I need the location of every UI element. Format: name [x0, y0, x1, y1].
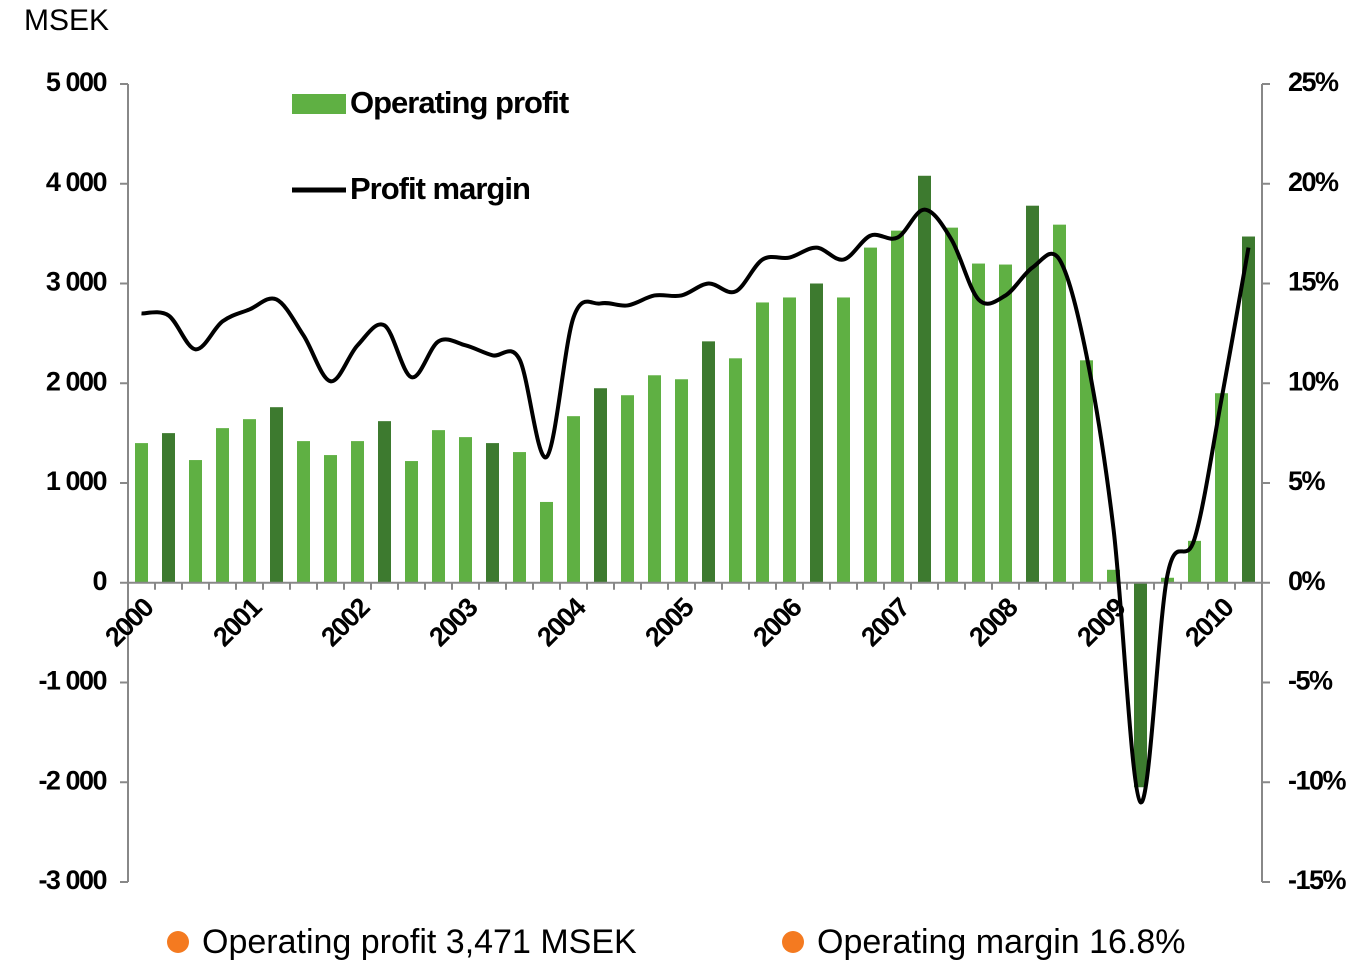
y-tick-label: 2 000	[46, 366, 107, 396]
bar	[324, 455, 337, 583]
bar	[378, 421, 391, 583]
margin-line	[141, 207, 1251, 805]
x-tick-label: 2006	[747, 592, 807, 652]
x-tick-label: 2008	[963, 592, 1023, 652]
bar	[1053, 224, 1066, 583]
y-tick-label: 5 000	[46, 67, 107, 97]
y2-tick-label: -10%	[1288, 765, 1347, 795]
bar	[972, 263, 985, 583]
legend-label: Operating profit	[350, 85, 569, 120]
bar	[1188, 540, 1201, 583]
bar	[783, 297, 796, 583]
bar	[1080, 360, 1093, 583]
y-tick-label: -3 000	[38, 865, 106, 895]
note: Operating margin 16.8%	[817, 923, 1186, 961]
bar	[135, 443, 148, 583]
bar	[162, 433, 175, 583]
y-tick-label: 4 000	[46, 167, 107, 197]
y-axis-label: MSEK	[24, 4, 109, 37]
bar	[918, 175, 931, 583]
legend-swatch	[292, 94, 346, 114]
bar	[621, 395, 634, 583]
bar	[351, 441, 364, 583]
y-tick-label: 0	[92, 566, 106, 596]
bar	[270, 407, 283, 583]
bar	[756, 302, 769, 583]
y2-tick-label: 25%	[1288, 67, 1339, 97]
bar	[999, 264, 1012, 583]
y-tick-label: 1 000	[46, 466, 107, 496]
bar	[405, 461, 418, 583]
y2-tick-label: -5%	[1288, 666, 1333, 696]
bar	[675, 379, 688, 583]
bar	[1215, 393, 1228, 583]
y-tick-label: -1 000	[38, 666, 106, 696]
y2-tick-label: -15%	[1288, 865, 1347, 895]
bar	[486, 443, 499, 583]
x-tick-label: 2002	[315, 592, 375, 652]
bar	[648, 375, 661, 583]
x-tick-label: 2004	[531, 592, 591, 652]
bar	[432, 430, 445, 583]
note-bullet	[782, 931, 804, 953]
x-tick-label: 2000	[99, 592, 159, 652]
y-tick-label: -2 000	[38, 765, 106, 795]
bar	[729, 358, 742, 583]
bar	[216, 428, 229, 583]
note: Operating profit 3,471 MSEK	[202, 923, 637, 961]
x-tick-label: 2001	[207, 592, 267, 652]
bar	[459, 437, 472, 583]
x-tick-label: 2005	[639, 592, 699, 652]
x-tick-label: 2003	[423, 592, 483, 652]
bar	[1134, 582, 1147, 788]
y2-tick-label: 5%	[1288, 466, 1326, 496]
bar	[1026, 205, 1039, 583]
y2-tick-label: 15%	[1288, 267, 1339, 297]
y-tick-label: 3 000	[46, 267, 107, 297]
y2-tick-label: 20%	[1288, 167, 1339, 197]
bar	[513, 452, 526, 583]
y2-tick-label: 0%	[1288, 566, 1326, 596]
bar	[702, 341, 715, 583]
bar	[945, 227, 958, 583]
bar	[243, 419, 256, 583]
bar	[594, 388, 607, 583]
bar	[864, 247, 877, 583]
legend-label: Profit margin	[350, 171, 530, 206]
bar	[540, 501, 553, 583]
x-tick-label: 2010	[1179, 592, 1239, 652]
bar	[1242, 236, 1255, 583]
bar	[891, 230, 904, 583]
bar	[810, 283, 823, 583]
note-bullet	[167, 931, 189, 953]
bar	[297, 441, 310, 583]
x-tick-label: 2007	[855, 592, 915, 652]
bar	[189, 460, 202, 583]
bar	[567, 416, 580, 583]
y2-tick-label: 10%	[1288, 366, 1339, 396]
bar	[837, 297, 850, 583]
